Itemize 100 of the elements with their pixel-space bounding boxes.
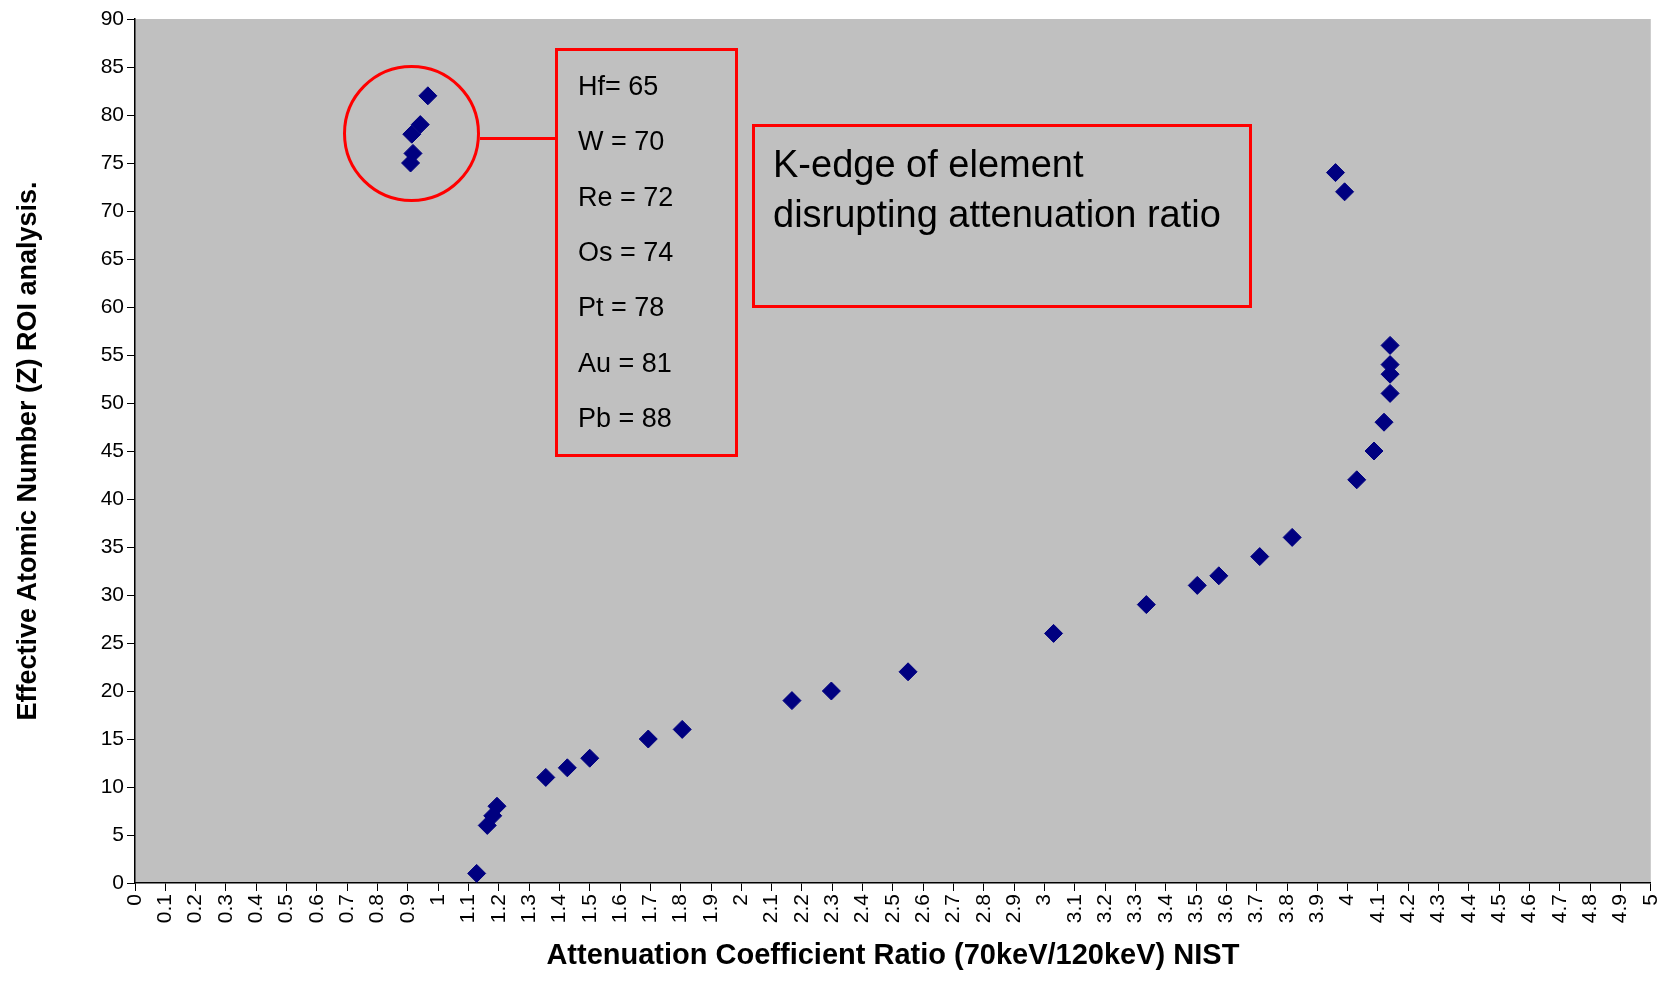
x-tick-label: 2.4: [849, 893, 873, 924]
x-tick-label: 3.2: [1091, 894, 1115, 924]
x-tick-label: 0.9: [394, 894, 418, 924]
y-tick-label: 20: [100, 677, 124, 701]
point: [821, 681, 841, 701]
y-tick-label: 15: [100, 725, 124, 749]
x-tick-label: 3.5: [1182, 894, 1206, 924]
y-tick-label: 65: [100, 245, 124, 269]
point: [402, 124, 422, 144]
x-tick-label: 2.1: [758, 894, 782, 924]
x-tick-label: 1.8: [667, 894, 691, 924]
x-tick-label: 3.8: [1273, 894, 1297, 924]
x-tick-label: 1.2: [485, 894, 509, 924]
y-tick-label: 60: [100, 293, 124, 317]
x-tick-label: 4.1: [1364, 894, 1388, 924]
point: [580, 748, 600, 768]
point: [1187, 575, 1207, 595]
x-tick-label: 5: [1637, 894, 1661, 906]
y-tick-label: 5: [112, 821, 124, 845]
x-axis-title: Attenuation Coefficient Ratio (70keV/120keV) NIST: [546, 937, 1240, 970]
x-tick-label: 2.6: [910, 894, 934, 924]
point: [418, 86, 438, 106]
y-tick-label: 50: [100, 389, 124, 413]
annotation: Pt = 78: [578, 292, 666, 324]
x-tick-label: 3.1: [1061, 894, 1085, 924]
point: [1282, 527, 1302, 547]
point: [467, 863, 487, 883]
x-tick-label: 1.5: [576, 894, 600, 924]
point: [1044, 623, 1064, 643]
y-tick-label: 35: [100, 533, 124, 557]
annotation: Os = 74: [578, 236, 675, 268]
x-tick-label: 1.1: [455, 894, 479, 924]
point: [898, 662, 918, 682]
y-tick-label: 30: [100, 581, 124, 605]
x-tick-label: 4.2: [1395, 894, 1419, 924]
x-tick-label: 1.3: [515, 894, 539, 924]
point: [1209, 566, 1229, 586]
x-tick-label: 4.9: [1607, 894, 1631, 924]
point: [1335, 182, 1355, 202]
x-tick-label: 4.5: [1486, 894, 1510, 924]
x-tick-label: 4.6: [1516, 894, 1540, 924]
point: [487, 796, 507, 816]
annotation: Hf= 65: [578, 71, 660, 103]
x-tick-label: 1.7: [637, 894, 661, 924]
point: [672, 719, 692, 739]
y-tick-label: 55: [100, 341, 124, 365]
point: [782, 691, 802, 711]
annotation: Re = 72: [578, 181, 675, 213]
y-tick-label: 90: [100, 5, 124, 29]
x-tick-label: 3.3: [1122, 894, 1146, 924]
y-tick-label: 10: [100, 773, 124, 797]
x-tick-label: 0.2: [182, 894, 206, 924]
y-tick-label: 25: [100, 629, 124, 653]
x-tick-label: 0.8: [364, 894, 388, 924]
x-tick-label: 3: [1031, 894, 1055, 906]
x-tick-label: 0.3: [212, 894, 236, 924]
x-tick-label: 0.4: [243, 893, 267, 924]
x-tick-label: 2.3: [819, 894, 843, 924]
point: [1136, 595, 1156, 615]
x-tick-label: 2: [728, 894, 752, 906]
x-tick-label: 0.6: [303, 894, 327, 924]
point: [1380, 335, 1400, 355]
annotation: K-edge of element disrupting attenuation ratio: [773, 142, 1222, 237]
y-tick-label: 70: [100, 197, 124, 221]
x-tick-label: 2.5: [879, 894, 903, 924]
x-tick-label: 4.7: [1546, 894, 1570, 924]
y-tick-label: 75: [100, 149, 124, 173]
x-tick-label: 1.6: [606, 894, 630, 924]
point: [1380, 383, 1400, 403]
x-tick-label: 4.3: [1425, 894, 1449, 924]
point: [1250, 547, 1270, 567]
x-tick-label: 3.4: [1152, 893, 1176, 924]
x-tick-label: 4.8: [1576, 894, 1600, 924]
x-tick-label: 2.7: [940, 894, 964, 924]
point: [638, 729, 658, 749]
annotation: W = 70: [578, 126, 666, 158]
x-tick-label: 3.6: [1213, 894, 1237, 924]
x-tick-label: 3.9: [1304, 894, 1328, 924]
x-tick-label: 0.7: [334, 894, 358, 924]
point: [557, 758, 577, 778]
point: [536, 767, 556, 787]
annotation: Au = 81: [578, 347, 673, 379]
x-tick-label: 3.7: [1243, 894, 1267, 924]
point: [403, 143, 423, 163]
y-axis-title: Effective Atomic Number (Z) ROI analysis.: [11, 181, 42, 721]
x-tick-label: 1.9: [697, 894, 721, 924]
x-tick-label: 4: [1334, 893, 1358, 906]
x-tick-label: 0.5: [273, 894, 297, 924]
x-tick-label: 2.2: [788, 894, 812, 924]
annotation: Pb = 88: [578, 402, 673, 434]
x-tick-label: 0: [121, 894, 145, 906]
point: [1347, 470, 1367, 490]
point: [1364, 441, 1384, 461]
x-tick-label: 1.4: [546, 893, 570, 924]
x-tick-label: 4.4: [1455, 893, 1479, 924]
y-tick-label: 45: [100, 437, 124, 461]
x-tick-label: 2.8: [970, 894, 994, 924]
point: [1374, 412, 1394, 432]
x-tick-label: 2.9: [1000, 894, 1024, 924]
y-tick-label: 85: [100, 53, 124, 77]
